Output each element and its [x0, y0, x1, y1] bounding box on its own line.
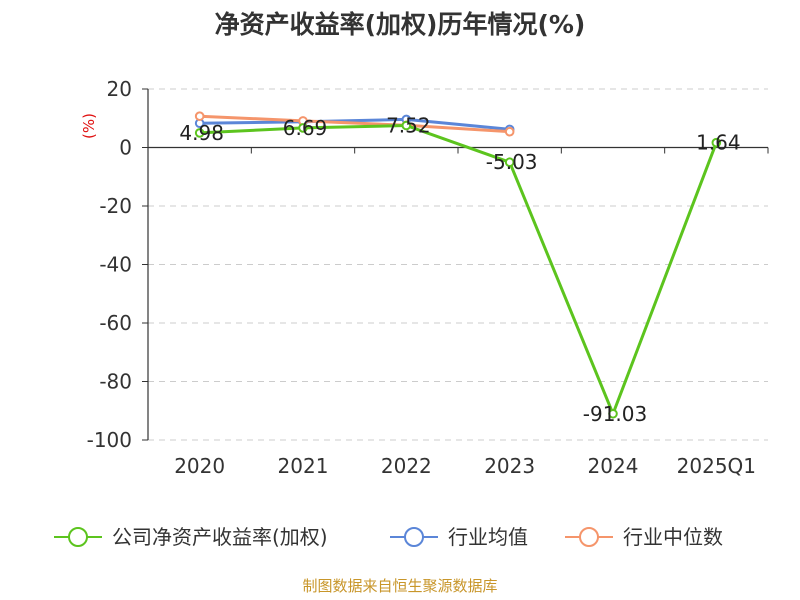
y-tick-label: -60: [99, 311, 132, 335]
x-tick-label: 2024: [588, 454, 639, 478]
legend-label: 公司净资产收益率(加权): [112, 525, 328, 549]
series-line: [199, 114, 510, 134]
legend-marker: [579, 527, 599, 547]
x-tick-label: 2020: [174, 454, 225, 478]
legend-item: 行业中位数: [565, 525, 723, 549]
data-labels: 4.98 6.69 7.52 -5.03 -91.03 1.64: [179, 114, 740, 426]
x-tick-label: 2025Q1: [677, 454, 756, 478]
y-tick-label: 20: [107, 77, 132, 101]
legend-label: 行业中位数: [623, 525, 723, 549]
legend-marker: [404, 527, 424, 547]
legend-item: 公司净资产收益率(加权): [54, 525, 328, 549]
legend: 公司净资产收益率(加权) 行业均值 行业中位数: [54, 525, 723, 549]
y-tick-label: -40: [99, 253, 132, 277]
data-label: 7.52: [386, 114, 431, 138]
data-label: -5.03: [486, 150, 538, 174]
x-tick-label: 2022: [381, 454, 432, 478]
source-note: 制图数据来自恒生聚源数据库: [302, 577, 497, 595]
gridlines: [148, 88, 768, 441]
y-tick-label: -20: [99, 194, 132, 218]
data-label: 1.64: [696, 131, 741, 155]
data-label: -91.03: [583, 402, 647, 426]
data-point: [401, 120, 412, 131]
y-tick-label: 0: [119, 136, 132, 160]
data-point: [504, 126, 515, 137]
data-label: 4.98: [179, 121, 224, 145]
data-point: [194, 128, 205, 138]
x-tick-label: 2023: [484, 454, 535, 478]
data-point: [298, 123, 308, 133]
legend-marker: [68, 527, 88, 547]
data-point: [504, 157, 515, 168]
legend-label: 行业均值: [448, 525, 528, 549]
data-point: [711, 137, 722, 148]
x-tick-label: 2021: [278, 454, 329, 478]
y-tick-label: -100: [87, 428, 132, 452]
series-line: [199, 117, 510, 131]
chart-title: 净资产收益率(加权)历年情况(%): [215, 10, 586, 39]
data-point: [194, 111, 205, 122]
data-label: 6.69: [283, 116, 328, 140]
data-point: [608, 408, 618, 419]
series-lines: [194, 111, 722, 419]
y-axis-unit-label: (%): [80, 113, 98, 139]
legend-item: 行业均值: [390, 525, 528, 549]
axes: 20 0 -20 -40 -60 -80 -100 2020 2021 2022 2023 2024 2…: [87, 77, 769, 478]
series-line: [199, 124, 718, 416]
y-tick-label: -80: [99, 370, 132, 394]
